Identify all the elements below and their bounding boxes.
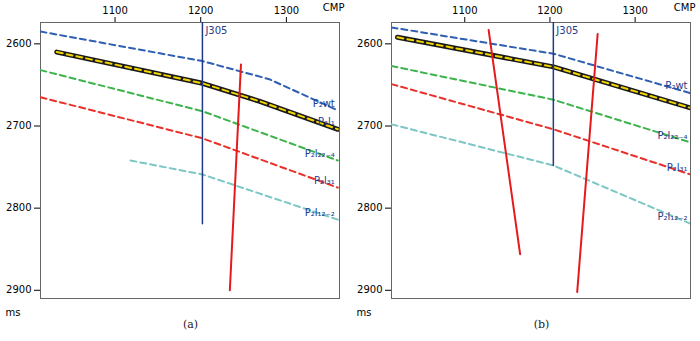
svg-text:2700: 2700 xyxy=(357,120,382,131)
svg-text:P₂l₂₂₋₄: P₂l₂₂₋₄ xyxy=(657,130,687,141)
svg-text:2800: 2800 xyxy=(6,202,31,213)
svg-text:2600: 2600 xyxy=(6,38,31,49)
svg-text:2800: 2800 xyxy=(357,202,382,213)
svg-text:1100: 1100 xyxy=(452,5,477,16)
svg-text:P₂l₁₂₋₂: P₂l₁₂₋₂ xyxy=(657,211,687,222)
svg-text:P₂l₃₁: P₂l₃₁ xyxy=(667,162,688,173)
svg-text:2900: 2900 xyxy=(6,284,31,295)
svg-text:1200: 1200 xyxy=(537,5,562,16)
svg-text:P₂l₁₂₋₂: P₂l₁₂₋₂ xyxy=(305,207,335,218)
svg-text:J305: J305 xyxy=(555,25,578,36)
svg-text:1100: 1100 xyxy=(102,5,127,16)
svg-text:2900: 2900 xyxy=(357,284,382,295)
svg-text:P₂wt: P₂wt xyxy=(665,80,687,91)
html-text:(a): (a) xyxy=(182,318,199,331)
svg-text:1300: 1300 xyxy=(274,5,299,16)
html-text:(b): (b) xyxy=(533,318,550,331)
svg-text:P₂l₃₁: P₂l₃₁ xyxy=(314,175,335,186)
svg-text:CMP: CMP xyxy=(674,2,696,13)
svg-text:P₂l₁: P₂l₁ xyxy=(318,116,335,127)
svg-text:CMP: CMP xyxy=(323,2,345,13)
svg-text:2600: 2600 xyxy=(357,38,382,49)
svg-text:P₂wt: P₂wt xyxy=(313,98,335,109)
svg-text:1200: 1200 xyxy=(188,5,213,16)
svg-text:ms: ms xyxy=(6,307,21,318)
svg-text:2700: 2700 xyxy=(6,120,31,131)
svg-text:ms: ms xyxy=(357,307,372,318)
svg-text:1300: 1300 xyxy=(622,5,647,16)
svg-text:J305: J305 xyxy=(204,25,227,36)
svg-text:P₂l₂₂₋₄: P₂l₂₂₋₄ xyxy=(305,148,335,159)
